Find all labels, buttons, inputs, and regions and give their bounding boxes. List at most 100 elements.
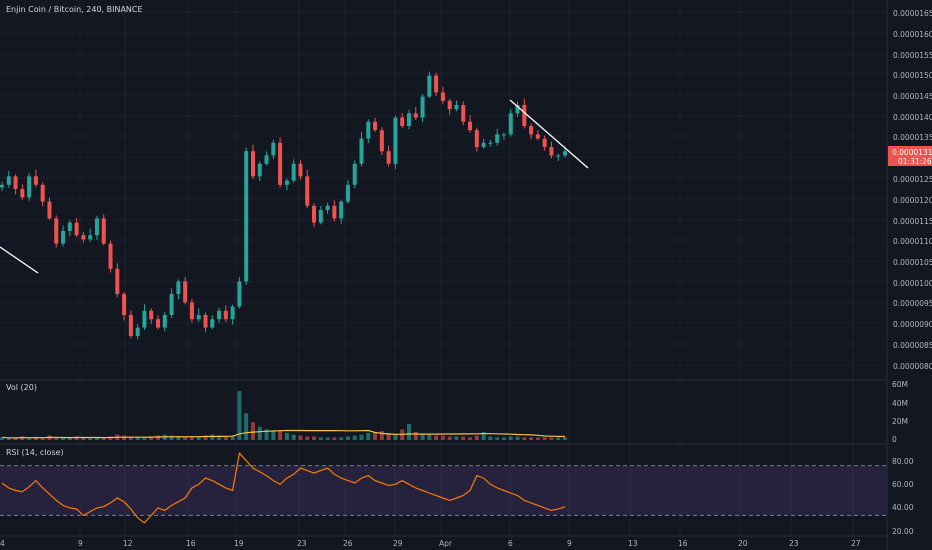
candle	[400, 113, 405, 129]
candle	[454, 100, 459, 112]
rsi-axis[interactable]: 80.00 60.00 40.00 20.00	[892, 457, 914, 536]
volume-bar	[13, 438, 18, 440]
candle-body	[203, 315, 208, 328]
candle-body	[176, 281, 181, 294]
candle	[20, 184, 25, 200]
volume-bar	[339, 437, 344, 440]
candle-body	[257, 163, 262, 177]
candle	[0, 181, 4, 192]
candle	[325, 202, 330, 214]
candle-body	[379, 130, 384, 152]
time-label: 16	[678, 539, 688, 548]
candle	[339, 199, 344, 224]
candle-body	[386, 151, 391, 164]
volume-bar	[386, 432, 391, 440]
volume-bar	[20, 436, 25, 440]
grid-lines	[0, 0, 887, 536]
candle-body	[447, 100, 452, 110]
candle-body	[149, 310, 154, 320]
current-price-tag[interactable]: 0.00001317 01:31:26	[888, 146, 932, 166]
candle	[345, 180, 350, 204]
candle	[40, 182, 45, 207]
candle	[264, 151, 269, 166]
candle-body	[563, 151, 567, 156]
candle	[61, 225, 66, 247]
candle	[88, 228, 93, 242]
volume-bar	[33, 437, 38, 440]
candle	[94, 215, 99, 240]
candle	[81, 231, 86, 243]
volume-axis[interactable]: 60M 40M 20M 0	[892, 380, 908, 444]
candle-body	[230, 306, 235, 320]
candle	[196, 308, 201, 322]
candle-body	[468, 121, 473, 131]
volume-bar	[535, 437, 540, 440]
candle-body	[108, 243, 113, 269]
candle	[271, 139, 276, 160]
candle	[128, 310, 133, 339]
candle	[162, 311, 167, 332]
candle-body	[332, 205, 337, 219]
candle-body	[67, 222, 72, 231]
candle	[244, 147, 249, 285]
rsi-axis-label: 60.00	[892, 480, 914, 489]
volume-bar	[169, 435, 174, 440]
volume-axis-label: 0	[892, 435, 897, 444]
candle	[359, 132, 364, 167]
symbol-title[interactable]: Enjin Coin / Bitcoin, 240, BINANCE	[6, 5, 143, 14]
candle-body	[115, 268, 120, 294]
time-label: 9	[78, 539, 83, 548]
volume-bar	[522, 437, 527, 440]
candle	[142, 304, 147, 331]
candle-body	[481, 142, 486, 147]
trendline-right[interactable]	[509, 99, 589, 169]
volume-bar	[454, 436, 459, 440]
candle	[278, 137, 283, 188]
volume-bar	[257, 426, 262, 440]
trendline-left[interactable]	[0, 246, 39, 274]
candle	[529, 123, 534, 140]
volume-bar	[67, 438, 72, 440]
volume-ma-line	[1, 429, 566, 439]
candle-body	[33, 176, 38, 185]
candle	[474, 127, 479, 152]
candle-body	[81, 235, 86, 240]
candle-body	[217, 310, 222, 320]
volume-axis-label: 40M	[892, 399, 908, 408]
candle	[135, 324, 140, 340]
volume-legend[interactable]: Vol (20)	[6, 383, 37, 392]
candle-body	[271, 142, 276, 156]
time-axis[interactable]: 4 9 12 16 19 23 26 29 Apr 6 9 13 16 20 2…	[0, 539, 861, 548]
volume-bar	[217, 435, 222, 440]
candle	[298, 160, 303, 180]
candle	[535, 130, 540, 141]
candle-body	[508, 113, 513, 135]
volume-bar	[563, 437, 567, 440]
candle-body	[40, 184, 45, 202]
candle-body	[549, 147, 554, 156]
candle	[508, 108, 513, 137]
candle-body	[156, 319, 161, 328]
candle-body	[162, 315, 167, 328]
candle-body	[27, 176, 32, 198]
candle-body	[74, 222, 79, 236]
rsi-band	[0, 465, 887, 516]
volume-bar	[373, 432, 378, 440]
candle-body	[495, 134, 500, 143]
candle	[115, 263, 120, 297]
candle-body	[325, 205, 330, 210]
candle-body	[400, 117, 405, 126]
volume-bar	[488, 436, 493, 440]
rsi-legend[interactable]: RSI (14, close)	[6, 448, 64, 457]
